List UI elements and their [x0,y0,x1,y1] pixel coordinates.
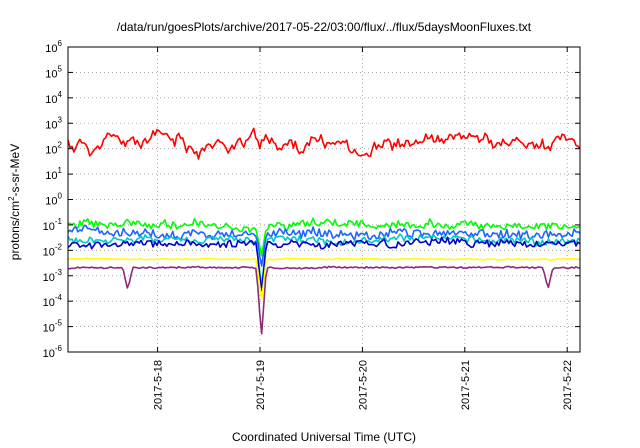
series-line [67,265,581,335]
y-tick-label: 106 [45,39,62,55]
x-tick-label: 2017-5-21 [460,360,472,410]
series-layer [67,127,581,335]
y-tick-label: 10-6 [43,344,63,360]
x-tick-label: 2017-5-19 [255,360,267,410]
series-line [67,233,581,287]
series-line [68,257,580,300]
grid-lines [68,47,580,352]
y-tick-label: 10-3 [43,268,63,284]
series-line [67,236,581,292]
x-axis-ticks: 2017-5-18 2017-5-19 2017-5-20 2017-5-21 2017… [153,47,574,410]
series-line [67,127,581,160]
y-tick-label: 104 [45,90,62,106]
y-tick-label: 10-2 [43,242,63,258]
y-tick-label: 10-4 [43,293,63,309]
y-tick-label: 100 [45,192,62,208]
y-tick-label: 105 [45,64,62,80]
y-axis-ticks: 10-6 10-5 10-4 10-3 10-2 10-1 100 101 102 103 104 1… [43,39,580,360]
y-tick-label: 101 [45,166,62,182]
series-line [67,217,581,257]
y-tick-label: 103 [45,115,62,131]
y-tick-label: 10-1 [43,217,63,233]
y-axis-label: protons/cm2-s-sr-MeV [7,144,22,260]
y-tick-label: 102 [45,141,62,157]
x-tick-label: 2017-5-20 [357,360,369,410]
x-tick-label: 2017-5-18 [153,360,165,410]
x-axis-label: Coordinated Universal Time (UTC) [232,430,416,444]
chart-title: /data/run/goesPlots/archive/2017-05-22/0… [117,20,532,34]
y-tick-label: 10-5 [43,319,63,335]
series-line [67,224,581,267]
x-tick-label: 2017-5-22 [562,360,574,410]
